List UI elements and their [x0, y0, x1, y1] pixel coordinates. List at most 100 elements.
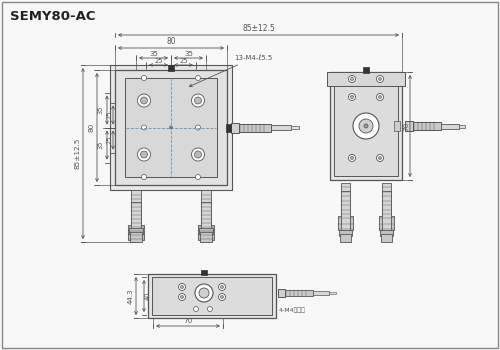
Circle shape	[376, 154, 384, 161]
Text: 70: 70	[403, 121, 409, 131]
Bar	[341, 191, 350, 232]
Bar	[131, 202, 141, 230]
Bar	[363, 67, 369, 73]
Circle shape	[220, 286, 224, 288]
Bar	[382, 183, 391, 216]
Circle shape	[376, 76, 384, 83]
Circle shape	[196, 76, 200, 80]
Circle shape	[178, 294, 186, 301]
Bar	[131, 190, 141, 225]
Bar	[231, 122, 239, 133]
Bar	[201, 270, 207, 275]
Bar	[405, 121, 413, 131]
Bar	[125, 78, 217, 177]
Circle shape	[376, 93, 384, 100]
Bar	[239, 124, 271, 132]
Bar	[381, 234, 392, 242]
Circle shape	[180, 286, 184, 288]
Circle shape	[350, 156, 354, 160]
Text: 44.3: 44.3	[128, 288, 134, 304]
Bar	[413, 122, 441, 130]
Bar	[200, 232, 212, 242]
Circle shape	[194, 151, 202, 158]
Text: 25: 25	[107, 111, 113, 119]
Text: 25: 25	[154, 58, 163, 64]
Circle shape	[142, 175, 146, 180]
Bar	[115, 70, 227, 185]
Circle shape	[192, 94, 204, 107]
Circle shape	[196, 175, 200, 180]
Bar	[285, 290, 313, 296]
Circle shape	[140, 151, 147, 158]
Text: 40: 40	[145, 292, 151, 300]
Bar	[168, 65, 174, 71]
Bar	[459, 125, 465, 127]
Text: 35: 35	[184, 50, 193, 56]
Text: SEMY80-AC: SEMY80-AC	[10, 10, 96, 23]
Bar	[291, 126, 299, 129]
Bar	[226, 124, 231, 132]
Circle shape	[178, 284, 186, 290]
Bar	[339, 230, 352, 236]
Text: 80: 80	[88, 123, 94, 132]
Circle shape	[348, 93, 356, 100]
Bar	[329, 292, 336, 294]
Bar	[152, 277, 272, 315]
Bar	[313, 291, 329, 295]
Circle shape	[218, 294, 226, 301]
Bar	[382, 191, 391, 232]
Bar	[334, 86, 398, 176]
Bar	[341, 183, 350, 216]
Bar	[198, 225, 214, 240]
Bar	[110, 65, 232, 190]
Text: 4-M4内六角: 4-M4内六角	[279, 307, 306, 313]
Text: 35: 35	[149, 50, 158, 56]
Text: 25: 25	[179, 58, 188, 64]
Circle shape	[378, 156, 382, 160]
Circle shape	[378, 96, 382, 98]
Bar	[271, 125, 291, 130]
Circle shape	[348, 76, 356, 83]
Text: 13-M4-ℓ5.5: 13-M4-ℓ5.5	[190, 55, 272, 86]
Circle shape	[195, 284, 213, 302]
Circle shape	[196, 125, 200, 130]
Circle shape	[364, 124, 368, 128]
Circle shape	[220, 295, 224, 299]
Circle shape	[218, 284, 226, 290]
Bar	[394, 121, 400, 131]
Bar	[330, 72, 402, 180]
Bar	[441, 124, 459, 128]
Bar	[129, 228, 143, 234]
Text: 25: 25	[107, 136, 113, 144]
Bar	[201, 202, 211, 230]
Bar	[128, 225, 144, 240]
Bar	[130, 232, 142, 242]
Bar	[148, 274, 276, 318]
Circle shape	[350, 96, 354, 98]
Circle shape	[142, 76, 146, 80]
Text: 85±12.5: 85±12.5	[242, 24, 275, 33]
Text: 35: 35	[98, 106, 104, 114]
Text: 35: 35	[98, 141, 104, 149]
Bar	[338, 216, 353, 230]
Bar	[199, 228, 213, 234]
Circle shape	[378, 77, 382, 80]
Circle shape	[194, 307, 198, 312]
Text: 80: 80	[166, 37, 176, 46]
Circle shape	[140, 97, 147, 104]
Circle shape	[348, 154, 356, 161]
Bar	[379, 216, 394, 230]
Bar	[327, 72, 405, 86]
Bar	[340, 234, 351, 242]
Circle shape	[194, 97, 202, 104]
Bar	[380, 230, 393, 236]
Circle shape	[138, 94, 150, 107]
Bar	[201, 190, 211, 225]
Text: 70: 70	[184, 318, 192, 324]
Circle shape	[180, 295, 184, 299]
Text: 85±12.5: 85±12.5	[75, 138, 81, 169]
Circle shape	[208, 307, 212, 312]
Circle shape	[350, 77, 354, 80]
Circle shape	[353, 113, 379, 139]
Circle shape	[170, 126, 172, 129]
